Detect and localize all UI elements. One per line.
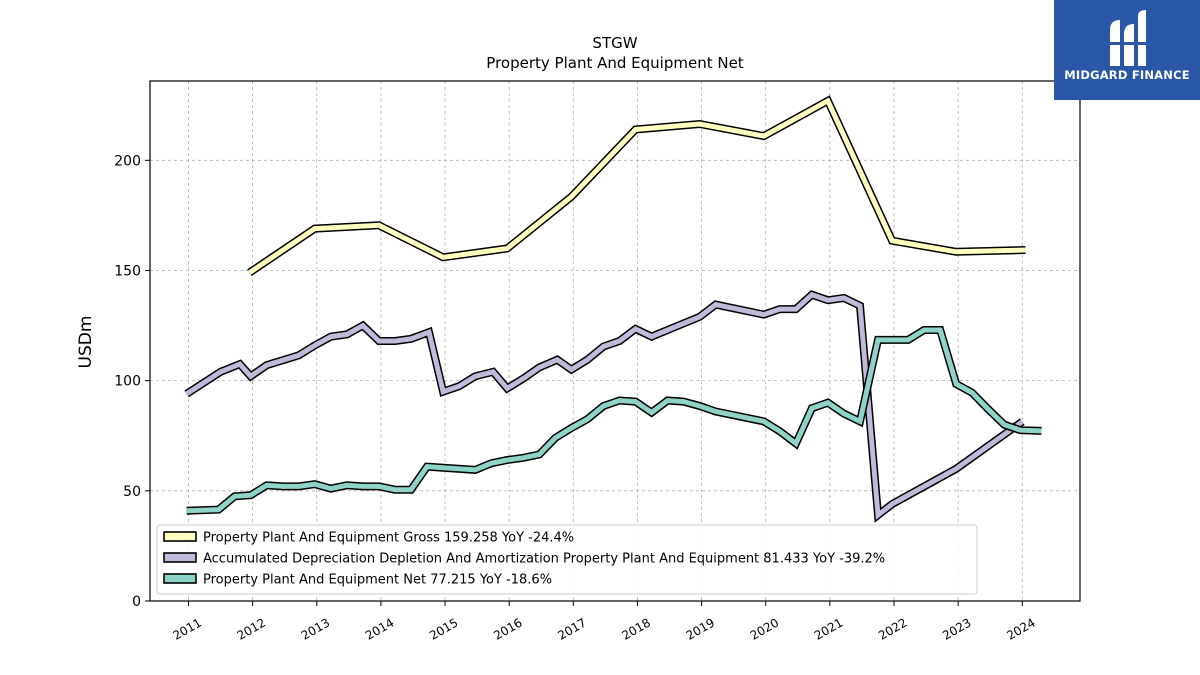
x-tick-label: 2021 [812, 615, 845, 642]
y-tick-label: 200 [114, 153, 141, 169]
x-tick-label: 2019 [684, 615, 717, 642]
y-tick-label: 50 [123, 484, 141, 500]
x-tick-label: 2023 [940, 615, 973, 642]
x-tick-label: 2017 [555, 615, 588, 642]
y-tick-label: 0 [132, 594, 141, 610]
brand-name: MIDGARD FINANCE [1064, 68, 1190, 82]
x-tick-label: 2024 [1004, 615, 1037, 642]
series-line-2 [185, 291, 1024, 520]
series-line-3 [186, 327, 1042, 514]
x-tick-label: 2012 [235, 615, 268, 642]
chart-title: STGW [592, 34, 637, 52]
x-tick-label: 2020 [748, 615, 781, 642]
x-tick-label: 2014 [363, 615, 396, 642]
legend-swatch-3 [163, 573, 197, 584]
legend-label-2: Accumulated Depreciation Depletion And A… [203, 552, 885, 567]
series-outline-1 [247, 95, 1026, 277]
y-tick-label: 150 [114, 263, 141, 279]
x-tick-label: 2018 [619, 615, 652, 642]
legend-swatch-2 [163, 552, 197, 563]
legend-label-1: Property Plant And Equipment Gross 159.2… [203, 531, 574, 546]
grid [150, 81, 1080, 602]
legend-swatch-1 [163, 531, 197, 542]
y-axis-label: USDm [76, 316, 96, 369]
x-tick-label: 2022 [876, 615, 909, 642]
series-line-1 [248, 97, 1026, 275]
x-tick-label: 2013 [299, 615, 332, 642]
legend: Property Plant And Equipment Gross 159.2… [156, 524, 978, 595]
legend-box [156, 524, 978, 595]
plot-frame [149, 80, 1081, 602]
legend-label-3: Property Plant And Equipment Net 77.215 … [203, 573, 552, 588]
x-tick-label: 2015 [427, 615, 460, 642]
chart-subtitle: Property Plant And Equipment Net [486, 54, 743, 72]
y-tick-label: 100 [114, 374, 141, 390]
brand-logo: MIDGARD FINANCE [1054, 0, 1200, 100]
series-lines [184, 95, 1042, 523]
brand-logo-icon [1102, 10, 1152, 66]
x-tick-label: 2011 [171, 615, 204, 642]
x-tick-label: 2016 [491, 615, 524, 642]
